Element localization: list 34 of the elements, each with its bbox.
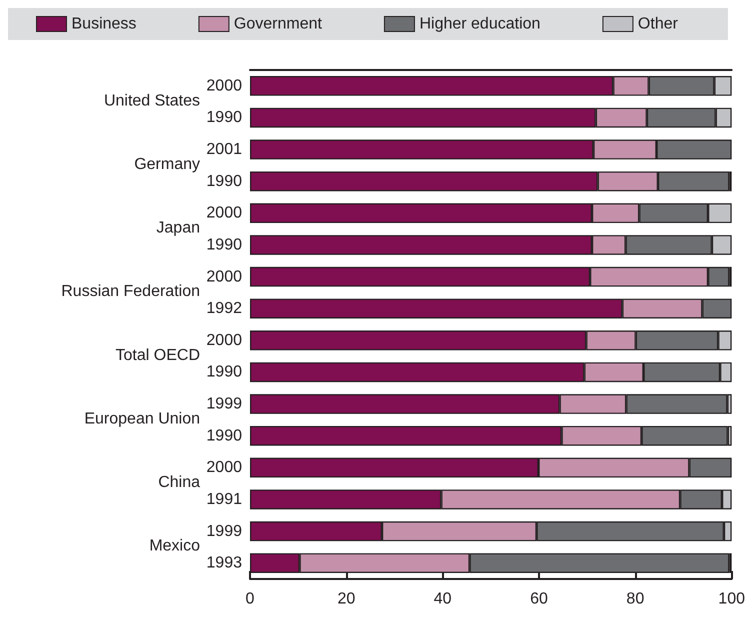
text: Russian Federation [61,283,200,300]
x-tick-label: 80 [626,590,644,608]
y-tick-label: 1990 [206,427,242,444]
y-tick-label: 1990 [206,364,242,381]
y-tick-label: 2000 [206,77,242,94]
y-tick-label: 1999 [206,396,242,413]
x-tick-label: 60 [530,590,548,608]
x-tick-label: 40 [434,590,452,608]
x-tick-label: 0 [246,590,255,608]
y-tick-label: 2000 [206,459,242,476]
text: Total OECD [116,346,200,364]
text: Japan [156,220,200,237]
y-tick-label: 2000 [206,204,242,222]
y-tick-label: 2001 [206,141,242,158]
y-tick-label: 1991 [206,490,242,508]
y-tick-label: 1993 [206,554,242,572]
y-tick-label: 1992 [206,300,242,318]
y-tick-label: 2000 [206,332,242,349]
text: European Union [84,410,200,428]
y-tick-label: 1990 [206,236,242,254]
y-tick-label: 1999 [206,522,242,540]
legend-label: Business [72,16,136,32]
text: Mexico [149,538,200,555]
y-tick-label: 1990 [206,172,242,190]
legend-label: Other [638,16,679,32]
text: United States [104,92,200,110]
y-tick-label: 1990 [206,109,242,126]
y-tick-label: 2000 [206,268,242,286]
legend-label: Higher education [419,16,540,32]
x-tick-label: 100 [718,590,746,608]
text: Germany [134,156,200,173]
x-tick-label: 20 [337,590,356,608]
legend-label: Government [234,16,323,32]
text: China [158,474,200,492]
